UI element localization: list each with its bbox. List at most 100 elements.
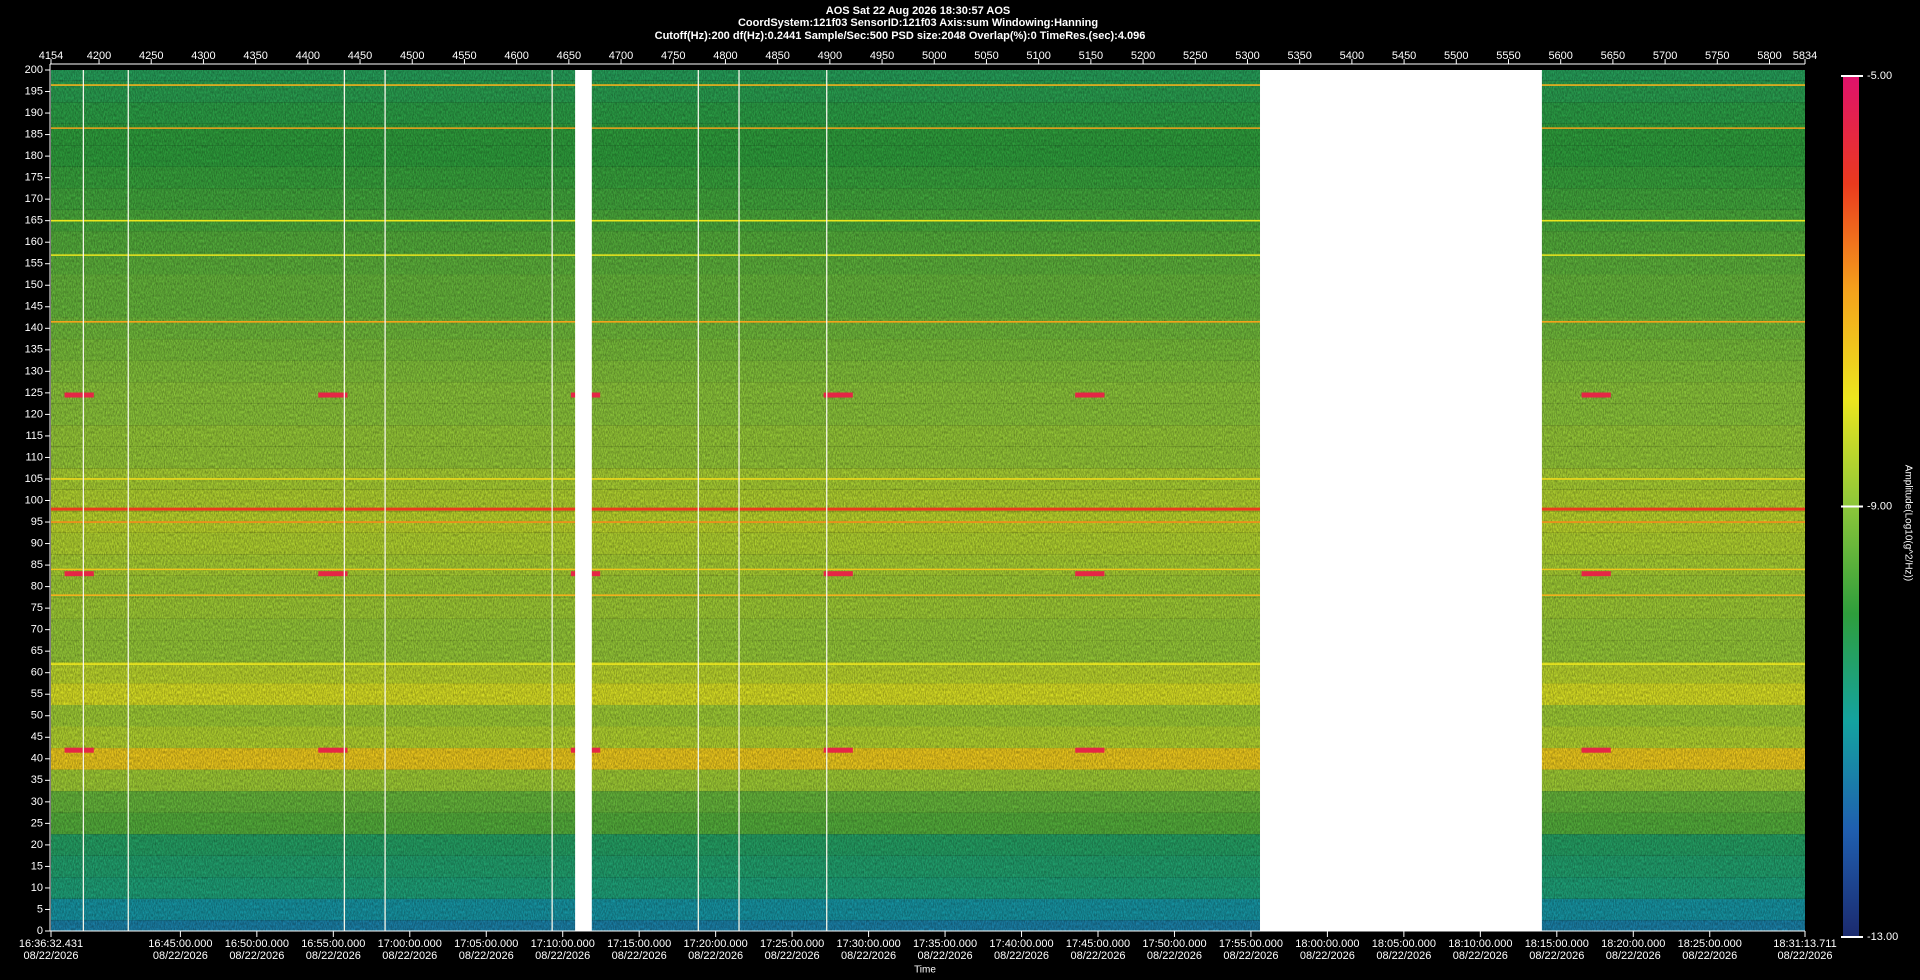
y-tick-label: 150 (25, 279, 43, 291)
date-tick-label: 08/22/2026 (765, 950, 820, 962)
event-pulse (64, 747, 94, 753)
date-tick-label: 08/22/2026 (994, 950, 1049, 962)
event-pulse (1075, 747, 1105, 753)
time-tick-label: 17:05:00.000 (454, 938, 518, 950)
event-pulse (1075, 392, 1105, 398)
y-tick-label: 100 (25, 494, 43, 506)
time-tick-label: 18:15:00.000 (1525, 938, 1589, 950)
time-tick-label: 17:00:00.000 (378, 938, 442, 950)
chart-subtitle: CoordSystem:121f03 SensorID:121f03 Axis:… (738, 17, 1098, 29)
time-tick-label: 18:00:00.000 (1295, 938, 1359, 950)
time-tick-label: 17:10:00.000 (531, 938, 595, 950)
y-tick-label: 50 (31, 710, 43, 722)
top-tick-label: 4400 (296, 50, 320, 62)
event-pulse (1581, 392, 1611, 398)
y-tick-label: 110 (25, 451, 43, 463)
date-tick-label: 08/22/2026 (841, 950, 896, 962)
date-tick-label: 08/22/2026 (23, 950, 78, 962)
x-axis-label: Time (914, 965, 936, 976)
top-tick-label: 4550 (452, 50, 476, 62)
y-tick-label: 90 (31, 537, 43, 549)
y-tick-label: 95 (31, 516, 43, 528)
event-pulse (318, 392, 348, 398)
y-tick-label: 155 (25, 258, 43, 270)
top-tick-label: 5050 (974, 50, 998, 62)
spectrogram-plot (51, 70, 1805, 931)
time-tick-label: 16:45:00.000 (148, 938, 212, 950)
top-tick-label: 5000 (922, 50, 946, 62)
event-pulse (64, 571, 94, 577)
top-tick-label: 5750 (1705, 50, 1729, 62)
y-tick-label: 15 (31, 860, 43, 872)
top-tick-label: 5250 (1183, 50, 1207, 62)
top-tick-label: 5550 (1496, 50, 1520, 62)
date-tick-label: 08/22/2026 (382, 950, 437, 962)
top-tick-label: 4700 (609, 50, 633, 62)
y-tick-label: 60 (31, 667, 43, 679)
date-tick-label: 08/22/2026 (688, 950, 743, 962)
date-tick-label: 08/22/2026 (459, 950, 514, 962)
top-tick-label: 5350 (1287, 50, 1311, 62)
time-tick-label: 17:50:00.000 (1142, 938, 1206, 950)
event-pulse (1581, 747, 1611, 753)
y-tick-label: 180 (25, 150, 43, 162)
date-tick-label: 08/22/2026 (918, 950, 973, 962)
y-tick-label: 40 (31, 753, 43, 765)
top-tick-label: 4500 (400, 50, 424, 62)
y-tick-label: 65 (31, 645, 43, 657)
date-tick-label: 08/22/2026 (1682, 950, 1737, 962)
top-tick-label: 4800 (713, 50, 737, 62)
y-tick-label: 30 (31, 796, 43, 808)
y-tick-label: 20 (31, 839, 43, 851)
date-tick-label: 08/22/2026 (1070, 950, 1125, 962)
y-tick-label: 160 (25, 236, 43, 248)
top-tick-label: 5100 (1026, 50, 1050, 62)
colorbar-tick-label: -5.00 (1867, 70, 1892, 82)
top-tick-label: 5500 (1444, 50, 1468, 62)
event-pulse (823, 392, 853, 398)
event-pulse (318, 747, 348, 753)
time-tick-label: 17:35:00.000 (913, 938, 977, 950)
time-tick-label: 16:55:00.000 (301, 938, 365, 950)
top-tick-label: 4950 (870, 50, 894, 62)
time-tick-label: 17:20:00.000 (684, 938, 748, 950)
y-tick-label: 135 (25, 344, 43, 356)
y-tick-label: 125 (25, 387, 43, 399)
y-tick-label: 195 (25, 85, 43, 97)
y-tick-label: 5 (37, 903, 43, 915)
chart-title: AOS Sat 22 Aug 2026 18:30:57 AOS (826, 5, 1010, 17)
date-tick-label: 08/22/2026 (153, 950, 208, 962)
time-tick-label: 16:36:32.431 (19, 938, 83, 950)
colorbar-tick-label: -13.00 (1867, 931, 1898, 943)
date-tick-label: 08/22/2026 (1606, 950, 1661, 962)
date-tick-label: 08/22/2026 (1300, 950, 1355, 962)
top-tick-label: 5800 (1757, 50, 1781, 62)
y-tick-label: 190 (25, 107, 43, 119)
top-tick-label: 4450 (348, 50, 372, 62)
date-tick-label: 08/22/2026 (1529, 950, 1584, 962)
top-tick-label: 5700 (1653, 50, 1677, 62)
y-tick-label: 70 (31, 624, 43, 636)
time-tick-label: 18:20:00.000 (1601, 938, 1665, 950)
y-tick-label: 105 (25, 473, 43, 485)
time-tick-label: 17:40:00.000 (989, 938, 1053, 950)
top-tick-label: 4900 (818, 50, 842, 62)
date-tick-label: 08/22/2026 (1223, 950, 1278, 962)
time-tick-label: 18:31:13.711 (1773, 938, 1836, 950)
y-tick-label: 140 (25, 322, 43, 334)
top-tick-label: 4650 (557, 50, 581, 62)
y-tick-label: 55 (31, 688, 43, 700)
y-tick-label: 10 (31, 882, 43, 894)
y-tick-label: 185 (25, 128, 43, 140)
top-tick-label: 5450 (1392, 50, 1416, 62)
time-tick-label: 17:25:00.000 (760, 938, 824, 950)
top-tick-label: 5600 (1548, 50, 1572, 62)
event-pulse (1075, 571, 1105, 577)
colorbar-tick-label: -9.00 (1867, 500, 1892, 512)
date-tick-label: 08/22/2026 (1147, 950, 1202, 962)
top-tick-label: 5300 (1235, 50, 1259, 62)
time-tick-label: 17:45:00.000 (1066, 938, 1130, 950)
top-tick-label: 5650 (1601, 50, 1625, 62)
date-tick-label: 08/22/2026 (1777, 950, 1832, 962)
